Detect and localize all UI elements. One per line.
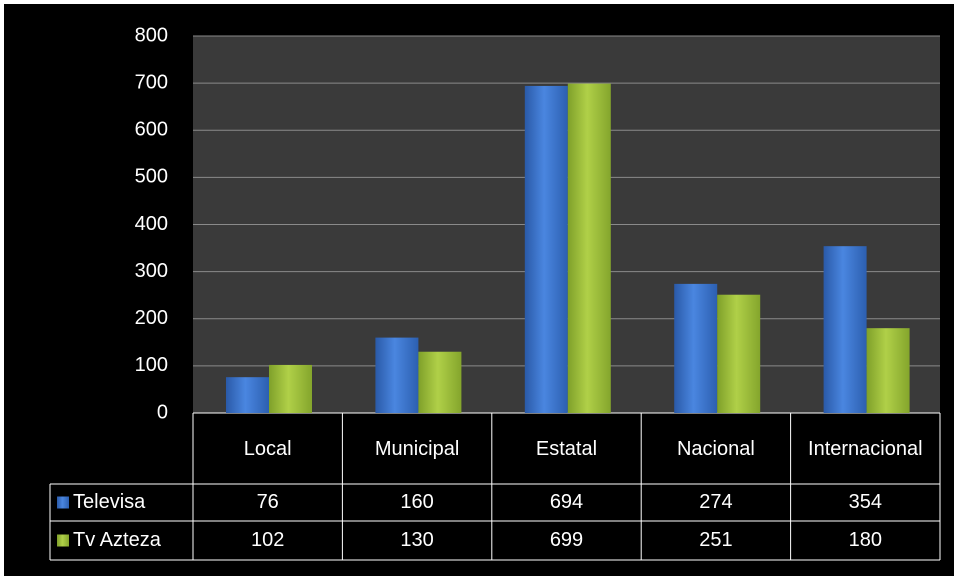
- x-tick-label-box: Municipal: [342, 413, 491, 484]
- bar: [717, 294, 761, 413]
- x-tick-label-cell: Estatal: [492, 413, 641, 484]
- legend-label: Tv Azteza: [73, 529, 162, 551]
- x-tick-label-cell: Local: [193, 413, 342, 484]
- bar: [524, 85, 568, 413]
- bar: [418, 351, 462, 413]
- table-value: 160: [400, 491, 433, 513]
- table-value: 694: [550, 491, 583, 513]
- x-tick-label-box: Nacional: [641, 413, 790, 484]
- x-tick-label: Nacional: [676, 437, 755, 460]
- y-tick-label: 600: [135, 119, 168, 141]
- table-value: 180: [849, 529, 882, 551]
- bar: [674, 283, 718, 413]
- x-tick-label-cell: Municipal: [342, 413, 491, 484]
- bar: [226, 377, 269, 413]
- y-tick-label: 200: [135, 307, 168, 329]
- bar: [823, 246, 867, 413]
- bar: [375, 337, 419, 413]
- table-value: 251: [699, 529, 732, 551]
- y-tick-label: 500: [135, 166, 168, 188]
- table-value: 102: [251, 529, 284, 551]
- x-tick-label-cell: Nacional: [641, 413, 790, 484]
- legend-key: [57, 496, 69, 509]
- bar: [866, 328, 910, 413]
- y-tick-label: 100: [135, 354, 168, 376]
- x-tick-label-box: Local: [193, 413, 342, 484]
- x-tick-label-cell: Internacional: [791, 413, 940, 484]
- legend-label: Televisa: [73, 491, 146, 513]
- bar: [567, 83, 611, 413]
- y-tick-label: 0: [157, 401, 168, 423]
- x-tick-label: Municipal: [374, 437, 460, 460]
- x-tick-label: Estatal: [535, 437, 598, 460]
- table-value: 274: [699, 491, 732, 513]
- x-tick-label-box: Estatal: [492, 413, 641, 484]
- y-tick-label: 300: [135, 260, 168, 282]
- table-value: 76: [257, 491, 279, 513]
- y-tick-label: 400: [135, 213, 168, 235]
- legend-key: [57, 534, 69, 547]
- x-tick-label: Local: [243, 437, 292, 460]
- bar: [269, 364, 312, 413]
- x-tick-label-box: Internacional: [791, 413, 940, 484]
- table-value: 699: [550, 529, 583, 551]
- y-tick-label: 800: [135, 24, 168, 46]
- table-value: 354: [849, 491, 882, 513]
- y-tick-label: 700: [135, 71, 168, 93]
- x-tick-label: Internacional: [808, 437, 923, 460]
- table-value: 130: [400, 529, 433, 551]
